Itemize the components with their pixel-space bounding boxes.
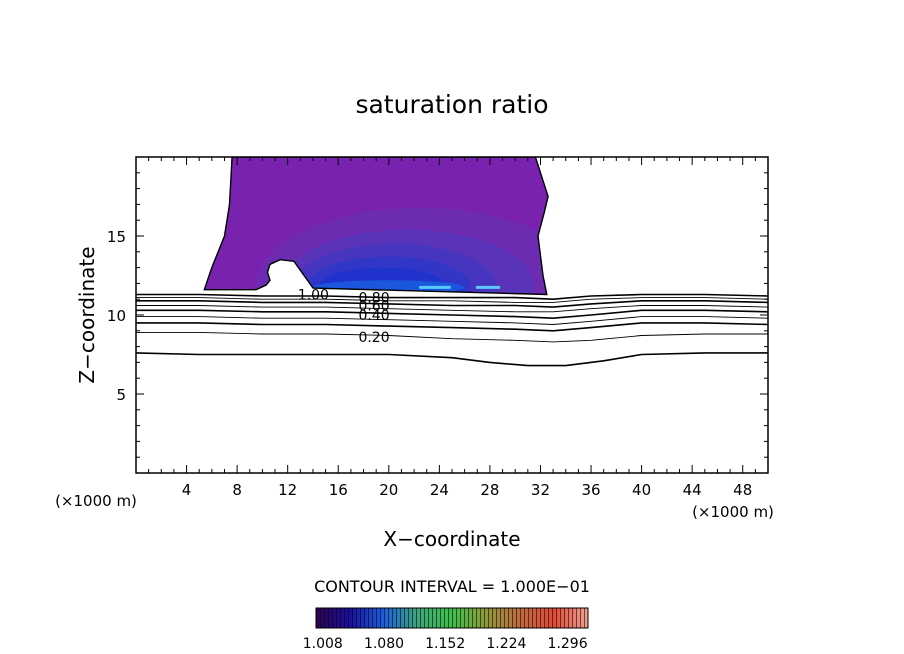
x-tick-label: 16 <box>329 481 348 499</box>
y-tick-label: 15 <box>107 228 126 246</box>
colorbar-label: 1.296 <box>548 636 588 652</box>
x-tick-label: 20 <box>379 481 398 499</box>
x-tick-label: 40 <box>632 481 651 499</box>
contour-line-0.90 <box>136 297 768 303</box>
colorbar-frame <box>315 607 589 629</box>
contour-line-0.40 <box>136 322 768 332</box>
contour-labels: 1.00 0.800.600.40 0.20 <box>298 287 390 346</box>
y-tick-label: 5 <box>116 386 126 404</box>
contour-label-0.60: 0.60 <box>358 299 389 315</box>
colorbar <box>315 607 589 629</box>
chart-title: saturation ratio <box>355 90 548 119</box>
x-tick-label: 36 <box>581 481 600 499</box>
x-tick-label: 4 <box>182 481 192 499</box>
x-tick-label: 8 <box>232 481 242 499</box>
contour-interval-label: CONTOUR INTERVAL = 1.000E−01 <box>314 577 590 596</box>
x-tick-label: 32 <box>531 481 550 499</box>
y-axis-label: Z−coordinate <box>75 246 99 383</box>
x-tick-label: 12 <box>278 481 297 499</box>
x-axis-label: X−coordinate <box>383 527 520 551</box>
contour-label-0.80: 0.80 <box>358 291 389 307</box>
cloud-boundary-contour <box>203 157 549 296</box>
colorbar-label: 1.080 <box>364 636 404 652</box>
contour-label-1.00: 1.00 <box>298 287 329 303</box>
saturation-field <box>203 157 549 296</box>
contour-line-1.00 <box>136 293 768 301</box>
contour-line-0.80 <box>136 300 768 308</box>
contour-line-0.60 <box>136 309 768 320</box>
contour-label-0.40: 0.40 <box>358 308 389 324</box>
contour-line-0.50 <box>136 316 768 325</box>
contour-label-0.20: 0.20 <box>358 330 389 346</box>
x-unit-left: (×1000 m) <box>55 492 137 510</box>
colorbar-stripes <box>316 608 588 628</box>
x-tick-label: 48 <box>733 481 752 499</box>
contour-line-0.30 <box>136 331 768 343</box>
colorbar-label: 1.008 <box>303 636 343 652</box>
colorbar-label: 1.224 <box>486 636 526 652</box>
x-tick-label: 28 <box>480 481 499 499</box>
colorbar-label: 1.152 <box>425 636 465 652</box>
contour-lines <box>136 293 768 367</box>
contour-line-0.70 <box>136 305 768 313</box>
x-tick-label: 24 <box>430 481 449 499</box>
x-tick-label: 44 <box>683 481 702 499</box>
x-unit-right: (×1000 m) <box>692 503 774 521</box>
contour-line-0.20 <box>136 352 768 367</box>
colorbar-labels: 1.008 1.080 1.152 1.224 1.296 <box>303 636 588 652</box>
y-tick-label: 10 <box>107 307 126 325</box>
